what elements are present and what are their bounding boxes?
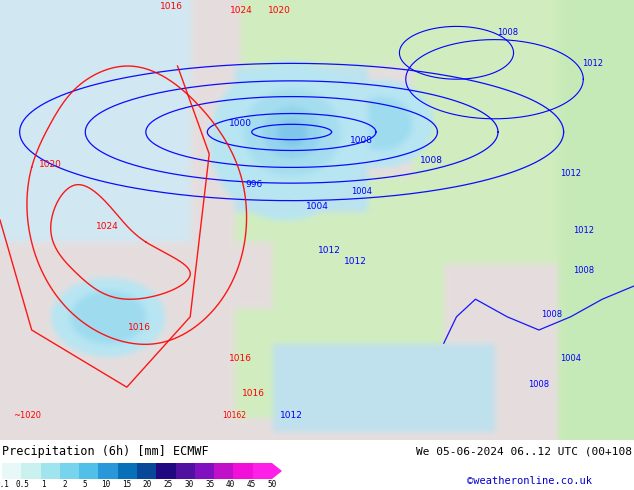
Text: 1016: 1016 bbox=[230, 354, 252, 363]
Bar bbox=[253, 463, 272, 479]
Text: 1004: 1004 bbox=[306, 202, 328, 211]
Text: 1016: 1016 bbox=[128, 323, 151, 332]
Text: 1000: 1000 bbox=[230, 119, 252, 128]
Bar bbox=[137, 463, 157, 479]
Text: 1: 1 bbox=[41, 480, 46, 489]
Text: 1024: 1024 bbox=[230, 6, 252, 15]
Text: ~1020: ~1020 bbox=[13, 411, 41, 420]
Bar bbox=[2, 463, 22, 479]
Text: 1004: 1004 bbox=[560, 354, 581, 363]
Bar bbox=[41, 463, 60, 479]
Text: 996: 996 bbox=[245, 180, 262, 189]
Text: 1012: 1012 bbox=[318, 246, 341, 255]
Text: 1012: 1012 bbox=[573, 226, 594, 235]
Text: 1008: 1008 bbox=[528, 380, 550, 389]
Text: We 05-06-2024 06..12 UTC (00+108: We 05-06-2024 06..12 UTC (00+108 bbox=[416, 446, 632, 456]
Bar bbox=[98, 463, 118, 479]
Bar bbox=[195, 463, 214, 479]
Polygon shape bbox=[272, 463, 282, 479]
Text: 1020: 1020 bbox=[268, 6, 290, 15]
Text: Precipitation (6h) [mm] ECMWF: Precipitation (6h) [mm] ECMWF bbox=[2, 444, 209, 458]
Text: 0.5: 0.5 bbox=[16, 480, 30, 489]
Text: 35: 35 bbox=[205, 480, 214, 489]
Bar bbox=[60, 463, 79, 479]
Text: 1024: 1024 bbox=[96, 222, 119, 231]
Text: 1004: 1004 bbox=[351, 187, 372, 196]
Text: 50: 50 bbox=[268, 480, 276, 489]
Text: 1012: 1012 bbox=[344, 257, 366, 266]
Text: 20: 20 bbox=[143, 480, 152, 489]
Bar bbox=[176, 463, 195, 479]
Text: 25: 25 bbox=[164, 480, 173, 489]
Text: 1008: 1008 bbox=[350, 136, 373, 146]
Text: 40: 40 bbox=[226, 480, 235, 489]
Text: ©weatheronline.co.uk: ©weatheronline.co.uk bbox=[467, 476, 592, 486]
Text: 1008: 1008 bbox=[420, 156, 443, 165]
Text: 2: 2 bbox=[62, 480, 67, 489]
Text: 1008: 1008 bbox=[573, 266, 594, 275]
Text: 10: 10 bbox=[101, 480, 110, 489]
Text: 1020: 1020 bbox=[39, 160, 62, 169]
Text: 1016: 1016 bbox=[242, 389, 265, 398]
Text: 45: 45 bbox=[247, 480, 256, 489]
Text: 15: 15 bbox=[122, 480, 131, 489]
Bar bbox=[22, 463, 41, 479]
Bar bbox=[79, 463, 98, 479]
Bar bbox=[214, 463, 233, 479]
Text: 10162: 10162 bbox=[223, 411, 247, 420]
Text: 1012: 1012 bbox=[280, 411, 303, 420]
Text: 1012: 1012 bbox=[582, 59, 604, 68]
Text: 1008: 1008 bbox=[496, 28, 518, 37]
Text: 5: 5 bbox=[83, 480, 87, 489]
Bar bbox=[233, 463, 253, 479]
Text: 1012: 1012 bbox=[560, 169, 581, 178]
Text: 1008: 1008 bbox=[541, 310, 562, 319]
Bar bbox=[157, 463, 176, 479]
Bar bbox=[118, 463, 137, 479]
Text: 30: 30 bbox=[184, 480, 193, 489]
Text: 0.1: 0.1 bbox=[0, 480, 9, 489]
Text: 1016: 1016 bbox=[160, 2, 183, 11]
